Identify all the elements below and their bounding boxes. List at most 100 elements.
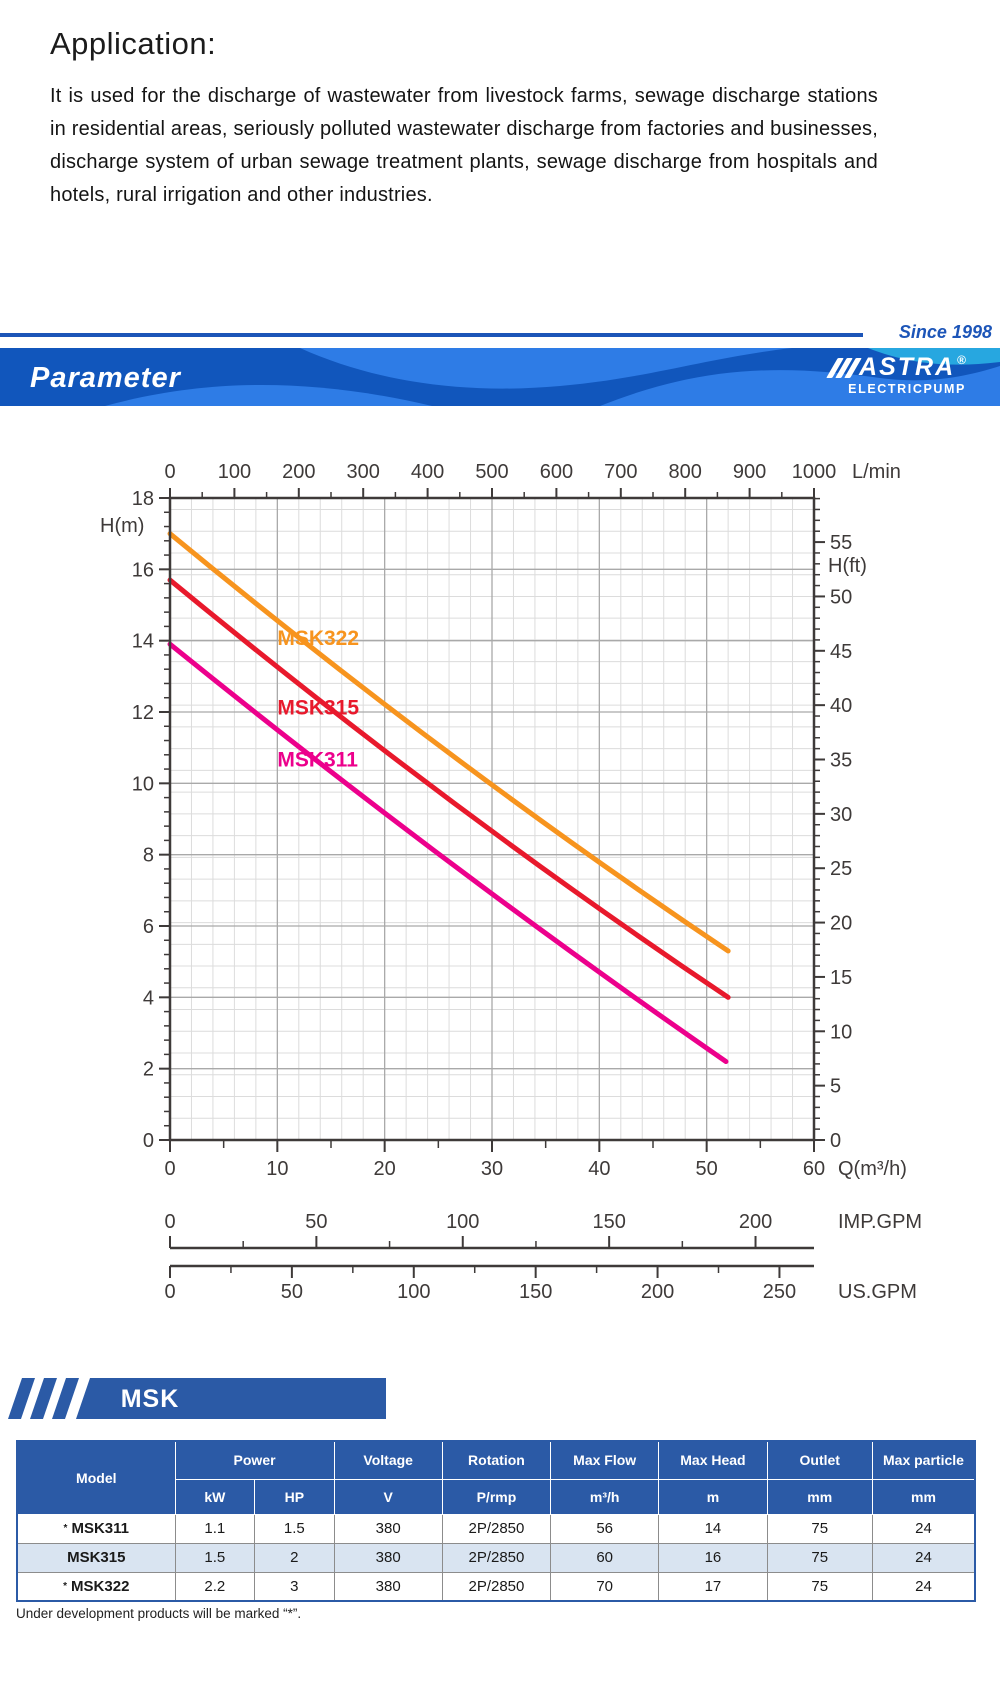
axis-tick-label: 14: [132, 631, 154, 653]
application-text: It is used for the discharge of wastewat…: [50, 85, 878, 206]
axis-tick-label: 100: [446, 1211, 479, 1233]
since-1998-label: Since 1998: [898, 322, 992, 342]
curve-label-MSK322: MSK322: [277, 627, 359, 650]
axis-tick-label: 200: [739, 1211, 772, 1233]
spec-table: Model Power Voltage Rotation Max Flow Ma…: [16, 1440, 976, 1602]
axis-tick-label: 400: [411, 461, 444, 483]
axis-tick-label: 15: [830, 967, 852, 989]
model-cell: * MSK311: [16, 1513, 176, 1544]
axis-tick-label: 0: [164, 1281, 175, 1303]
max-flow-cell: 70: [550, 1571, 660, 1602]
max-particle-cell: 24: [871, 1542, 976, 1573]
col-header-power: Power: [174, 1440, 335, 1480]
section-title: Parameter: [30, 362, 181, 394]
axis-tick-label: 150: [519, 1281, 552, 1303]
axis-tick-label: 50: [830, 586, 852, 608]
col-subheader-kw: kW: [174, 1478, 256, 1515]
max-particle-cell: 24: [871, 1571, 976, 1602]
axis-tick-label: 20: [830, 913, 852, 935]
axis-tick-label: 10: [830, 1021, 852, 1043]
series-banner-graphic: MSK: [8, 1378, 386, 1419]
axis-label-qm3h: Q(m³/h): [838, 1158, 907, 1180]
col-subheader-hp: HP: [254, 1478, 335, 1515]
col-subheader-prmp: P/rmp: [441, 1478, 552, 1515]
banner-wave-graphic: [105, 348, 1000, 406]
max-head-cell: 14: [658, 1513, 768, 1544]
outlet-cell: 75: [766, 1513, 873, 1544]
max-particle-cell: 24: [871, 1513, 976, 1544]
kw-cell: 1.5: [174, 1542, 256, 1573]
axis-tick-label: 900: [733, 461, 766, 483]
model-cell: MSK315: [16, 1542, 176, 1573]
curve-MSK315: [167, 577, 731, 1000]
axis-tick-label: 0: [143, 1130, 154, 1152]
axis-tick-label: 300: [347, 461, 380, 483]
table-row: * MSK322 2.2 3 380 2P/2850 70 17 75 24: [16, 1571, 976, 1602]
col-header-voltage: Voltage: [333, 1440, 443, 1480]
axis-tick-label: 0: [164, 461, 175, 483]
table-row: * MSK311 1.1 1.5 380 2P/2850 56 14 75 24: [16, 1513, 976, 1544]
axis-tick-label: 30: [830, 804, 852, 826]
registered-mark-icon: ®: [957, 352, 966, 367]
axis-tick-label: 150: [592, 1211, 625, 1233]
brand-logo: ASTRA ® ELECTRICPUMP: [746, 352, 966, 396]
max-flow-cell: 56: [550, 1513, 660, 1544]
axis-tick-label: 0: [830, 1130, 841, 1152]
axis-label-hm: H(m): [100, 515, 144, 537]
curve-MSK311: [167, 641, 729, 1065]
hp-cell: 2: [254, 1542, 335, 1573]
axis-tick-label: 200: [641, 1281, 674, 1303]
curve-label-MSK315: MSK315: [277, 697, 359, 720]
parameter-banner: Parameter ASTRA ® ELECTRICPUMP: [0, 348, 1000, 406]
axis-tick-label: 700: [604, 461, 637, 483]
col-header-model: Model: [16, 1440, 176, 1515]
table-row: MSK315 1.5 2 380 2P/2850 60 16 75 24: [16, 1542, 976, 1573]
axis-tick-label: 8: [143, 845, 154, 867]
axis-tick-label: 4: [143, 987, 154, 1009]
axis-tick-label: 45: [830, 641, 852, 663]
axis-tick-label: 0: [164, 1158, 175, 1180]
under-development-star: *: [63, 1523, 68, 1534]
axis-label-usgpm: US.GPM: [838, 1281, 917, 1303]
curve-label-MSK311: MSK311: [277, 748, 358, 771]
under-development-star: *: [63, 1580, 68, 1592]
axis-tick-label: 16: [132, 559, 154, 581]
series-banner: MSK: [0, 1378, 420, 1419]
col-header-outlet: Outlet: [766, 1440, 873, 1480]
brand-name: ASTRA: [859, 353, 956, 381]
axis-tick-label: 600: [540, 461, 573, 483]
axis-tick-label: 2: [143, 1059, 154, 1081]
axis-tick-label: 35: [830, 750, 852, 772]
axis-tick-label: 500: [475, 461, 508, 483]
voltage-cell: 380: [333, 1542, 443, 1573]
axis-tick-label: 0: [164, 1211, 175, 1233]
kw-cell: 1.1: [174, 1513, 256, 1544]
max-head-cell: 17: [658, 1571, 768, 1602]
axis-tick-label: 5: [830, 1076, 841, 1098]
axis-tick-label: 25: [830, 858, 852, 880]
axis-tick-label: 40: [588, 1158, 610, 1180]
voltage-cell: 380: [333, 1513, 443, 1544]
rotation-cell: 2P/2850: [441, 1542, 552, 1573]
brand-wordmark: ASTRA ®: [746, 352, 966, 381]
axis-tick-label: 100: [218, 461, 251, 483]
hp-cell: 3: [254, 1571, 335, 1602]
col-header-max-particle: Max particle: [871, 1440, 976, 1480]
curve-MSK322: [167, 531, 731, 954]
col-subheader-mm2: mm: [871, 1478, 976, 1515]
axis-tick-label: 250: [763, 1281, 796, 1303]
since-row: Since 1998: [0, 322, 1000, 346]
outlet-cell: 75: [766, 1542, 873, 1573]
outlet-cell: 75: [766, 1571, 873, 1602]
col-subheader-mm1: mm: [766, 1478, 873, 1515]
col-subheader-v: V: [333, 1478, 443, 1515]
kw-cell: 2.2: [174, 1571, 256, 1602]
performance-chart: MSK322 MSK315 MSK311 0 100 200 300 400 500 600 700…: [0, 420, 1000, 1310]
axis-tick-label: 55: [830, 532, 852, 554]
axis-tick-label: 6: [143, 916, 154, 938]
axis-tick-label: 20: [374, 1158, 396, 1180]
axis-tick-label: 40: [830, 695, 852, 717]
axis-tick-label: 60: [803, 1158, 825, 1180]
hp-cell: 1.5: [254, 1513, 335, 1544]
